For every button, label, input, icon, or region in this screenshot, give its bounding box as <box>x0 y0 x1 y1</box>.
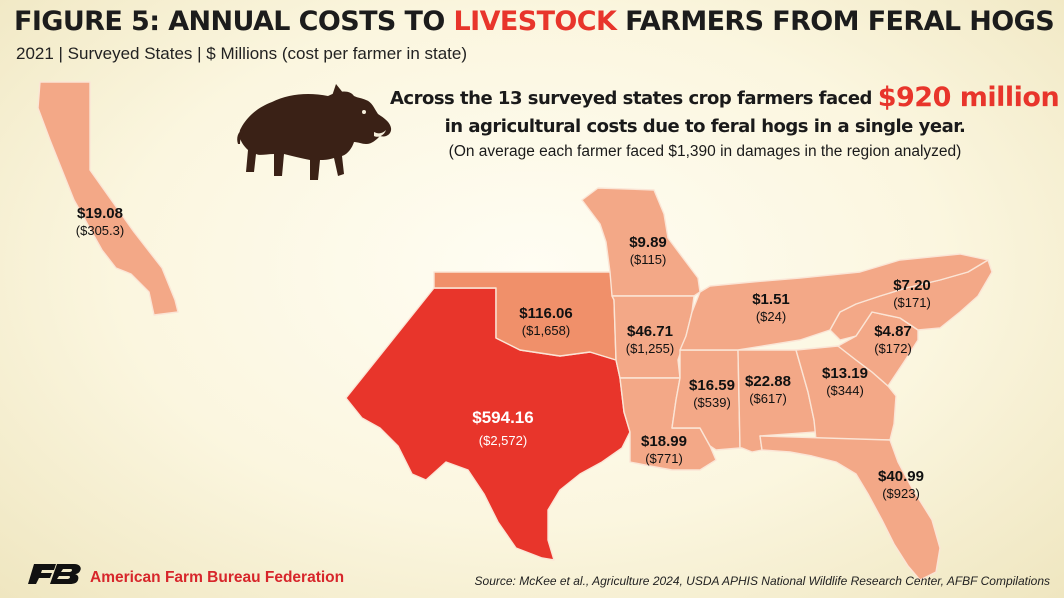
callout-line-1: Across the 13 surveyed states crop farme… <box>390 84 1060 113</box>
chart-subtitle: 2021 | Surveyed States | $ Millions (cos… <box>16 44 468 63</box>
cost-label-arkansas: $46.71 <box>627 323 673 340</box>
cost-label-south-carolina: $4.87 <box>874 323 912 340</box>
title-suffix: FARMERS FROM FERAL HOGS <box>616 6 1055 37</box>
per-farmer-label-california: ($305.3) <box>76 223 124 238</box>
feral-hog-icon <box>237 84 392 180</box>
farm-bureau-logo <box>28 564 81 584</box>
state-tennessee <box>679 253 989 351</box>
cost-label-mississippi: $16.59 <box>689 377 735 394</box>
cost-label-florida: $40.99 <box>878 468 924 485</box>
source-note: Source: McKee et al., Agriculture 2024, … <box>474 574 1050 588</box>
callout-line-3: (On average each farmer faced $1,390 in … <box>448 143 962 160</box>
per-farmer-label-oklahoma: ($1,658) <box>522 323 570 338</box>
cost-label-georgia: $13.19 <box>822 365 868 382</box>
cost-label-alabama: $22.88 <box>745 373 791 390</box>
per-farmer-label-arkansas: ($1,255) <box>626 341 674 356</box>
per-farmer-label-texas: ($2,572) <box>479 433 527 448</box>
state-florida <box>759 435 941 581</box>
cost-label-north-carolina: $7.20 <box>893 277 931 294</box>
cost-label-texas: $594.16 <box>472 408 533 427</box>
per-farmer-label-north-carolina: ($171) <box>893 295 931 310</box>
chart-title: FIGURE 5: ANNUAL COSTS TO LIVESTOCK FARM… <box>14 6 1055 37</box>
callout-line-1-text: Across the 13 surveyed states crop farme… <box>390 88 878 109</box>
cost-label-california: $19.08 <box>77 205 123 222</box>
cost-label-missouri: $9.89 <box>629 234 667 251</box>
state-arkansas <box>611 295 695 379</box>
per-farmer-label-alabama: ($617) <box>749 391 787 406</box>
per-farmer-label-tennessee: ($24) <box>756 309 786 324</box>
headline-callout: Across the 13 surveyed states crop farme… <box>390 84 1060 161</box>
per-farmer-label-south-carolina: ($172) <box>874 341 912 356</box>
cost-label-tennessee: $1.51 <box>752 291 790 308</box>
per-farmer-label-mississippi: ($539) <box>693 395 731 410</box>
title-highlight: LIVESTOCK <box>453 6 617 37</box>
per-farmer-label-florida: ($923) <box>882 486 920 501</box>
organization-name: American Farm Bureau Federation <box>90 569 345 586</box>
per-farmer-label-louisiana: ($771) <box>645 451 683 466</box>
per-farmer-label-missouri: ($115) <box>630 252 667 267</box>
per-farmer-label-georgia: ($344) <box>826 383 864 398</box>
cost-label-oklahoma: $116.06 <box>519 305 572 322</box>
cost-label-louisiana: $18.99 <box>641 433 687 450</box>
title-prefix: FIGURE 5: ANNUAL COSTS TO <box>14 6 454 37</box>
callout-total-amount: $920 million <box>877 82 1060 113</box>
state-missouri <box>581 187 701 297</box>
callout-line-2: in agricultural costs due to feral hogs … <box>444 116 966 137</box>
state-california <box>37 81 179 316</box>
